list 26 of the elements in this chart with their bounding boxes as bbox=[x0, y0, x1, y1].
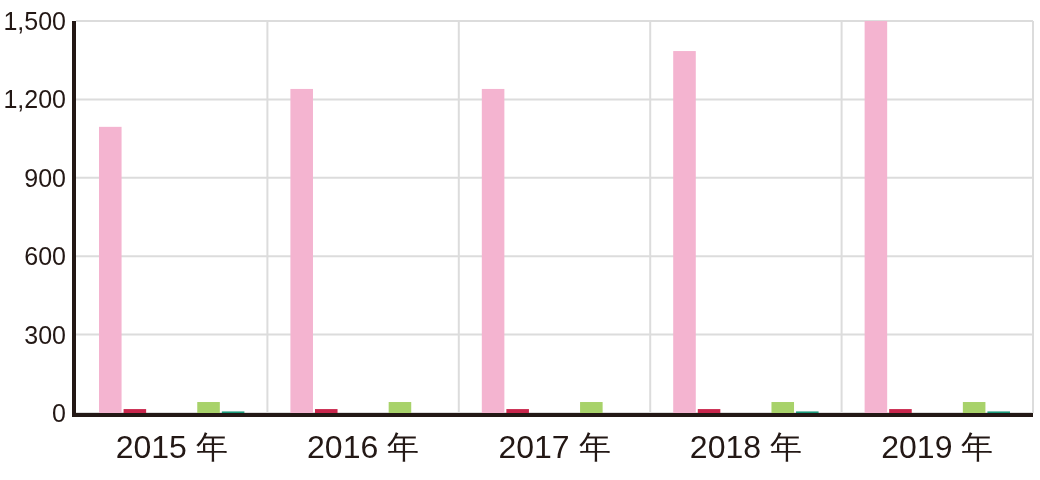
bar bbox=[506, 409, 529, 413]
bar bbox=[99, 126, 122, 413]
bar bbox=[290, 88, 313, 413]
bar bbox=[481, 88, 505, 413]
bar bbox=[123, 409, 147, 413]
x-tick-label: 2015 年 bbox=[115, 429, 228, 465]
y-tick-label: 0 bbox=[52, 399, 66, 427]
y-tick-label: 300 bbox=[24, 320, 66, 349]
bar bbox=[673, 51, 696, 413]
x-tick-label: 2016 年 bbox=[307, 429, 420, 465]
bar bbox=[314, 409, 338, 413]
bar bbox=[864, 21, 888, 413]
y-tick-label: 1,200 bbox=[3, 85, 66, 114]
bar bbox=[697, 409, 721, 413]
bar bbox=[580, 402, 603, 413]
y-tick-label: 900 bbox=[24, 163, 66, 192]
x-tick-label: 2018 年 bbox=[689, 429, 802, 465]
y-tick-label: 1,500 bbox=[3, 7, 66, 35]
x-tick-label: 2019 年 bbox=[881, 429, 994, 465]
bar bbox=[962, 402, 986, 413]
bar bbox=[197, 402, 220, 413]
bar bbox=[889, 409, 912, 413]
bar bbox=[388, 402, 412, 413]
y-tick-label: 600 bbox=[24, 242, 66, 271]
x-tick-label: 2017 年 bbox=[498, 429, 611, 465]
bar bbox=[771, 402, 795, 413]
